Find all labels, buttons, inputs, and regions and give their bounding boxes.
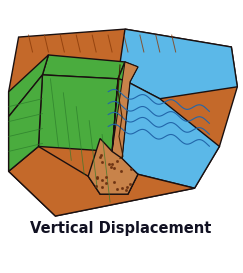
Polygon shape: [43, 55, 125, 79]
Polygon shape: [9, 146, 195, 216]
Polygon shape: [9, 55, 48, 117]
Polygon shape: [9, 29, 237, 216]
Polygon shape: [38, 75, 118, 152]
Polygon shape: [112, 79, 130, 158]
Polygon shape: [100, 77, 219, 188]
Text: Vertical Displacement: Vertical Displacement: [30, 221, 212, 236]
Polygon shape: [88, 138, 138, 194]
Polygon shape: [118, 62, 138, 82]
Polygon shape: [118, 29, 237, 99]
Polygon shape: [9, 75, 43, 171]
Polygon shape: [112, 62, 138, 158]
